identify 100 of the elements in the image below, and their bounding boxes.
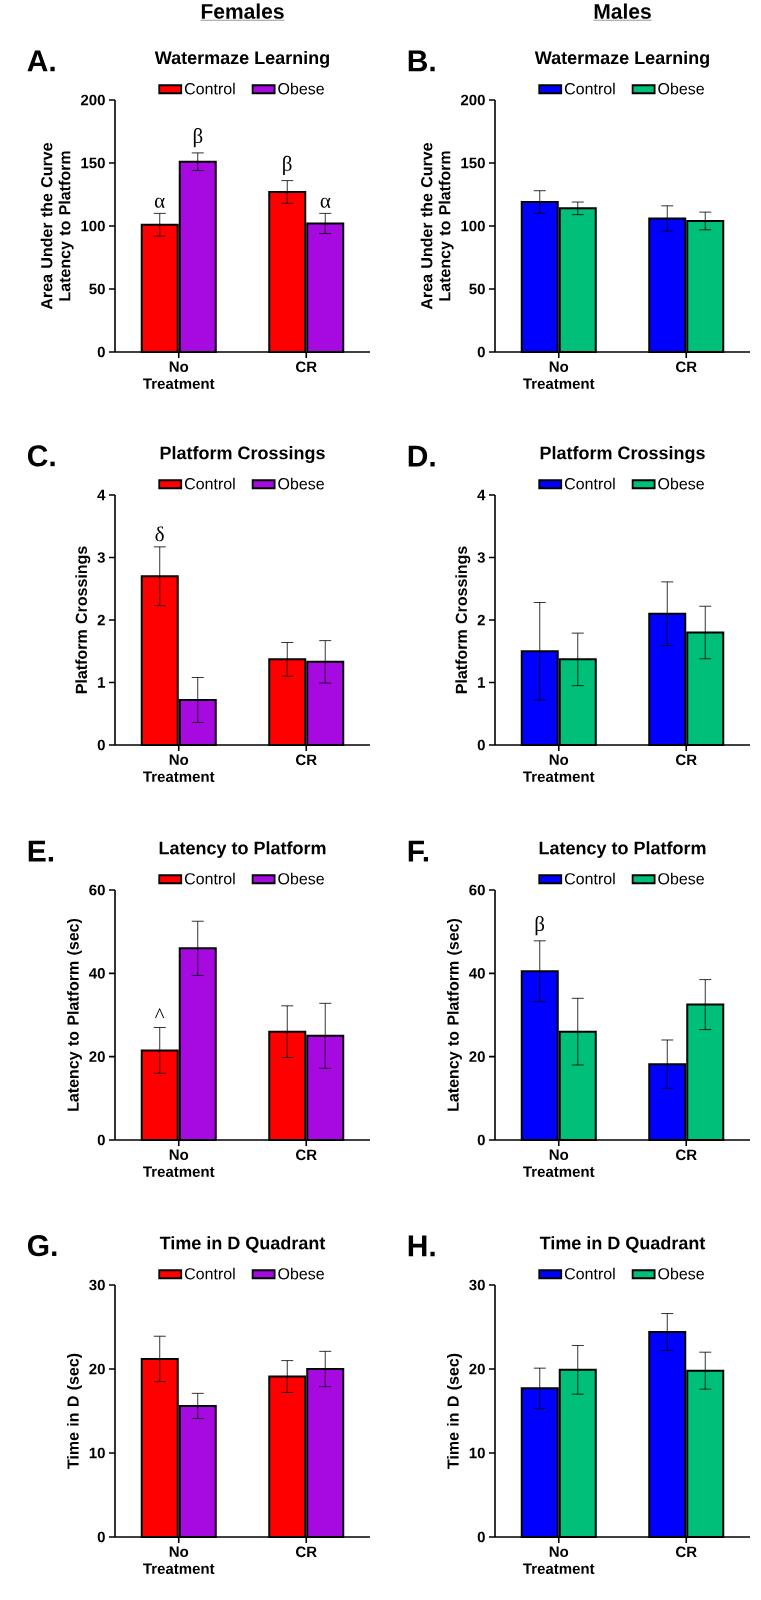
y-tick-label: 50 xyxy=(89,283,105,295)
annotation: α xyxy=(154,197,165,208)
legend-label: Obese xyxy=(658,872,704,885)
y-axis-title: Platform Crossings xyxy=(75,546,91,694)
x-tick-label: No Treatment xyxy=(143,1546,215,1574)
y-tick-label: 150 xyxy=(81,157,105,169)
y-tick-label: 150 xyxy=(461,157,485,169)
y-tick-label: 0 xyxy=(477,739,485,751)
legend-label: Control xyxy=(184,477,235,490)
y-tick-label: 200 xyxy=(80,94,105,106)
x-tick-label: CR xyxy=(676,1546,697,1558)
text: F. xyxy=(408,840,429,862)
y-tick-label: 2 xyxy=(97,614,105,626)
x-tick-label: CR xyxy=(676,1149,697,1161)
x-tick-label: No Treatment xyxy=(523,1149,595,1177)
x-tick-label: No Treatment xyxy=(143,1149,215,1177)
annotation: β xyxy=(283,155,292,176)
y-tick-label: 4 xyxy=(477,489,486,501)
legend-label: Control xyxy=(564,477,615,490)
legend-label: Obese xyxy=(278,872,324,885)
legend-label: Control xyxy=(564,872,615,885)
text: G. xyxy=(27,1235,57,1257)
y-tick-label: 100 xyxy=(461,220,485,232)
legend-label: Control xyxy=(184,82,235,95)
x-tick-label: CR xyxy=(676,361,697,373)
y-axis-title: Area Under the Curve Latency to Platform xyxy=(420,143,454,310)
y-tick-label: 20 xyxy=(89,1051,105,1062)
text: D. xyxy=(408,445,435,467)
y-tick-label: 4 xyxy=(97,489,106,501)
annotation: α xyxy=(320,197,331,208)
y-axis-title: Time in D (sec) xyxy=(447,1353,462,1469)
chart-title: Time in D Quadrant xyxy=(159,1236,326,1253)
y-tick-label: 20 xyxy=(89,1363,105,1375)
x-tick-label: No Treatment xyxy=(523,754,595,782)
y-axis-title: Time in D (sec) xyxy=(67,1353,82,1469)
y-tick-label: 1 xyxy=(98,677,106,688)
text: C. xyxy=(27,445,55,467)
legend-label: Obese xyxy=(658,82,704,95)
annotation: β xyxy=(535,916,545,936)
legend-label: Control xyxy=(184,1267,235,1280)
y-tick-label: 0 xyxy=(97,1134,105,1146)
text: H. xyxy=(408,1235,435,1257)
text: B. xyxy=(408,50,435,72)
x-tick-label: No Treatment xyxy=(523,1546,595,1574)
legend-label: Obese xyxy=(658,1267,704,1280)
x-tick-label: CR xyxy=(296,361,317,373)
chart-title: Time in D Quadrant xyxy=(539,1236,706,1253)
x-tick-label: CR xyxy=(676,754,697,766)
x-tick-label: CR xyxy=(296,1546,317,1558)
text: A. xyxy=(27,50,55,72)
annotation: ^ xyxy=(155,1008,165,1018)
x-tick-label: CR xyxy=(296,1149,317,1161)
chart-title: Latency to Platform xyxy=(159,841,326,858)
annotation: β xyxy=(193,128,203,148)
x-tick-label: No Treatment xyxy=(523,361,595,389)
chart-title: Watermaze Learning xyxy=(534,50,709,68)
y-axis-title: Latency to Platform (sec) xyxy=(447,918,462,1111)
y-axis-title: Platform Crossings xyxy=(455,546,471,694)
y-tick-label: 40 xyxy=(469,968,485,979)
chart-title: Platform Crossings xyxy=(160,446,325,463)
y-tick-label: 40 xyxy=(89,968,105,979)
y-tick-label: 10 xyxy=(89,1447,105,1459)
text: E. xyxy=(28,840,54,862)
y-tick-label: 60 xyxy=(469,884,485,896)
chart-title: Latency to Platform xyxy=(539,841,706,858)
chart-title: Watermaze Learning xyxy=(154,50,329,68)
chart-subtitle: Males xyxy=(594,3,651,19)
y-tick-label: 50 xyxy=(469,283,485,295)
y-tick-label: 0 xyxy=(97,739,105,751)
y-axis-title: Latency to Platform (sec) xyxy=(67,918,82,1111)
legend-label: Obese xyxy=(658,477,704,490)
y-tick-label: 0 xyxy=(477,346,485,358)
y-tick-label: 1 xyxy=(478,677,486,688)
chart-title: Platform Crossings xyxy=(540,446,705,463)
y-tick-label: 0 xyxy=(97,1531,105,1543)
y-tick-label: 0 xyxy=(97,346,105,358)
legend-label: Obese xyxy=(278,1267,324,1280)
y-tick-label: 20 xyxy=(469,1363,485,1375)
x-tick-label: No Treatment xyxy=(143,754,215,782)
y-tick-label: 0 xyxy=(477,1134,485,1146)
legend-label: Control xyxy=(564,1267,615,1280)
y-tick-label: 30 xyxy=(469,1279,485,1291)
chart-subtitle: Females xyxy=(201,3,284,19)
y-tick-label: 10 xyxy=(469,1447,485,1459)
y-tick-label: 2 xyxy=(477,614,485,626)
y-tick-label: 0 xyxy=(477,1531,485,1543)
y-tick-label: 3 xyxy=(97,552,105,563)
legend-label: Control xyxy=(184,872,235,885)
x-tick-label: No Treatment xyxy=(143,361,215,389)
annotation: δ xyxy=(155,526,164,542)
legend-label: Control xyxy=(564,82,615,95)
x-tick-label: CR xyxy=(296,754,317,766)
y-tick-label: 200 xyxy=(460,94,485,106)
y-axis-title: Area Under the Curve Latency to Platform xyxy=(40,143,74,310)
y-tick-label: 60 xyxy=(89,884,105,896)
y-tick-label: 100 xyxy=(81,220,105,232)
legend-label: Obese xyxy=(278,477,324,490)
y-tick-label: 3 xyxy=(477,552,485,563)
y-tick-label: 30 xyxy=(89,1279,105,1291)
y-tick-label: 20 xyxy=(469,1051,485,1062)
